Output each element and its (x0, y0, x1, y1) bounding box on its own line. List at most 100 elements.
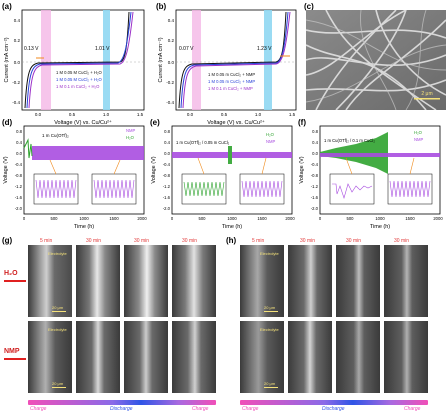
panel-g-image-nmp-4 (172, 321, 216, 393)
row-label-nmp: NMP (4, 348, 20, 355)
panel-h-charge-label-1: Charge (242, 406, 259, 412)
scale-label: 20 μm (264, 381, 276, 386)
panel-h-image-5: Electrolyte 20 μm (240, 321, 284, 393)
panel-e-legend-h2o: H₂O (266, 132, 275, 137)
panel-g-charge-label-2: Charge (192, 406, 209, 412)
panel-a-ann-right: 1.01 V (95, 46, 110, 52)
panel-b-xtick: 1.0 (255, 112, 262, 117)
row-label-h2o: H₂O (4, 270, 18, 277)
panel-h-image-3 (336, 245, 380, 317)
panel-a-xtick: 1.5 (137, 112, 144, 117)
panel-d-ytick: 0.8 (16, 129, 22, 134)
panel-d-inset-2-trace (93, 179, 135, 199)
panel-d-xtick: 500 (51, 216, 59, 221)
panel-d-ytick: 0.4 (16, 140, 22, 145)
panel-a-plot: 0.13 V 1.01 V 1 M 0.05 M CuCl₂ + H₂O 1 M… (4, 9, 145, 126)
panel-h-time-3: 30 min (346, 238, 362, 244)
panel-a-ytick: 0.4 (14, 18, 21, 23)
panel-e-frame (171, 125, 293, 215)
panel-a-label: (a) (2, 2, 12, 11)
panel-h-image-7 (336, 321, 380, 393)
panel-f-ytick: -0.4 (311, 162, 319, 167)
panel-e-label: (e) (150, 118, 160, 127)
panel-b-curve-purple (182, 11, 291, 109)
row-arrow-nmp (4, 358, 26, 360)
panel-e-xtick: 1500 (257, 216, 267, 221)
panel-b-ytick: -0.2 (166, 80, 174, 85)
panel-h-label: (h) (226, 236, 237, 245)
panel-a-ytick: -0.4 (12, 100, 20, 105)
panel-e-inset-1-trace-green (183, 181, 225, 197)
panel-a-ytick: 0.0 (14, 60, 21, 65)
panel-a-frame (21, 9, 145, 111)
scale-bar (264, 311, 278, 312)
panel-d-legend-h2o: H₂O (126, 135, 135, 140)
panel-h-image-8 (384, 321, 428, 393)
panel-f-ytick: -1.6 (311, 195, 319, 200)
panel-f-ytick: 0.8 (312, 129, 318, 134)
panel-e-xtick: 0 (171, 216, 174, 221)
electrolyte-label: Electrolyte (48, 327, 67, 332)
panel-f-inset-2-trace (389, 180, 431, 198)
panel-b-frame (175, 9, 297, 111)
panel-f-plot: 1 m Cu(OTf)₂ / 0.1 m CuCl₂ H₂O NMP 0.8 0… (299, 125, 443, 230)
panel-d-xtick: 1500 (109, 216, 119, 221)
panel-e-title: 1 m Cu(OTf)₂ / 0.05 m CuCl₂ (176, 140, 230, 145)
panel-e-ytick: 0.4 (164, 140, 170, 145)
panel-d-legend-nmp: NMP (126, 128, 136, 133)
panel-d-ytick: 0.0 (16, 151, 22, 156)
panel-f-inset-1-trace (332, 183, 373, 200)
panel-f-title: 1 m Cu(OTf)₂ / 0.1 m CuCl₂ (324, 138, 375, 143)
panel-a-curve-purple (28, 11, 134, 109)
panel-b-xlabel: Voltage (V) vs. Cu/Cu²⁺ (207, 119, 265, 126)
panel-b-label: (b) (156, 2, 167, 11)
panel-h-image-4 (384, 245, 428, 317)
panel-f-ytick: -1.2 (311, 184, 319, 189)
panel-f-xtick: 1000 (375, 216, 385, 221)
panel-b-ytick: 0.2 (168, 38, 175, 43)
panel-d-title: 1 m Cu(OTf)₂ (42, 133, 69, 138)
panel-g-process-arrow (28, 400, 216, 405)
panel-g-image-nmp-3 (124, 321, 168, 393)
panel-b-ytick: 0.4 (168, 18, 175, 23)
panel-b-ylabel: Current (mA cm⁻²) (158, 37, 164, 82)
panel-g-charge-label-1: Charge (30, 406, 47, 412)
panel-e-ylabel: Voltage (V) (151, 156, 157, 183)
panel-e-inset-2-trace (241, 180, 283, 198)
electrolyte-label: Electrolyte (260, 327, 279, 332)
panel-g-image-nmp-2 (76, 321, 120, 393)
panel-f-nmp-band (320, 153, 440, 157)
panel-h-process-arrow (240, 400, 428, 405)
panel-b-plot: 0.07 V 1.23 V 1 M 0.05 m CuCl₂ + NMP 1 M… (158, 9, 297, 126)
panel-h-time-1: 5 min (252, 238, 265, 244)
scale-label: 20 μm (52, 305, 64, 310)
panel-a-xlabel: Voltage (V) vs. Cu/Cu²⁺ (54, 119, 112, 126)
panel-a-ytick: 0.2 (14, 38, 21, 43)
panel-d-label: (d) (2, 118, 13, 127)
electrolyte-label: Electrolyte (260, 251, 279, 256)
panel-f-inset-2 (387, 173, 433, 205)
panel-f-xtick: 500 (347, 216, 355, 221)
panel-e-inset-1 (181, 173, 227, 205)
panel-e-xtick: 1000 (227, 216, 237, 221)
panel-c-scale-bar (414, 98, 440, 100)
panel-h-discharge-label: Discharge (322, 406, 345, 412)
panel-f-ytick: 0.0 (312, 151, 318, 156)
panel-f-legend-nmp: NMP (414, 137, 424, 142)
panel-g-image-h2o-2 (76, 245, 120, 317)
panel-d-frame (23, 125, 145, 215)
panel-a-curve-blue (26, 11, 132, 109)
panel-b-ytick: 0.0 (168, 60, 175, 65)
panel-a-legend-3: 1 M 0.1 m CuCl₂ + H₂O (56, 84, 100, 89)
panel-h-image-2 (288, 245, 332, 317)
scale-bar (52, 387, 66, 388)
panel-f-xlabel: Time (h) (370, 224, 390, 230)
panel-d-ytick: -0.4 (15, 162, 23, 167)
panel-d-ytick: -1.6 (15, 195, 23, 200)
panel-a-xtick: 1.0 (103, 112, 110, 117)
panel-b-legend-3: 1 M 0.1 m CuCl₂ + NMP (208, 86, 253, 91)
panel-a-legend-2: 1 M 0.05 M CuCl₂ + H₂O (56, 77, 102, 82)
scale-bar (264, 387, 278, 388)
panel-f-xtick: 0 (319, 216, 322, 221)
scale-bar (52, 311, 66, 312)
